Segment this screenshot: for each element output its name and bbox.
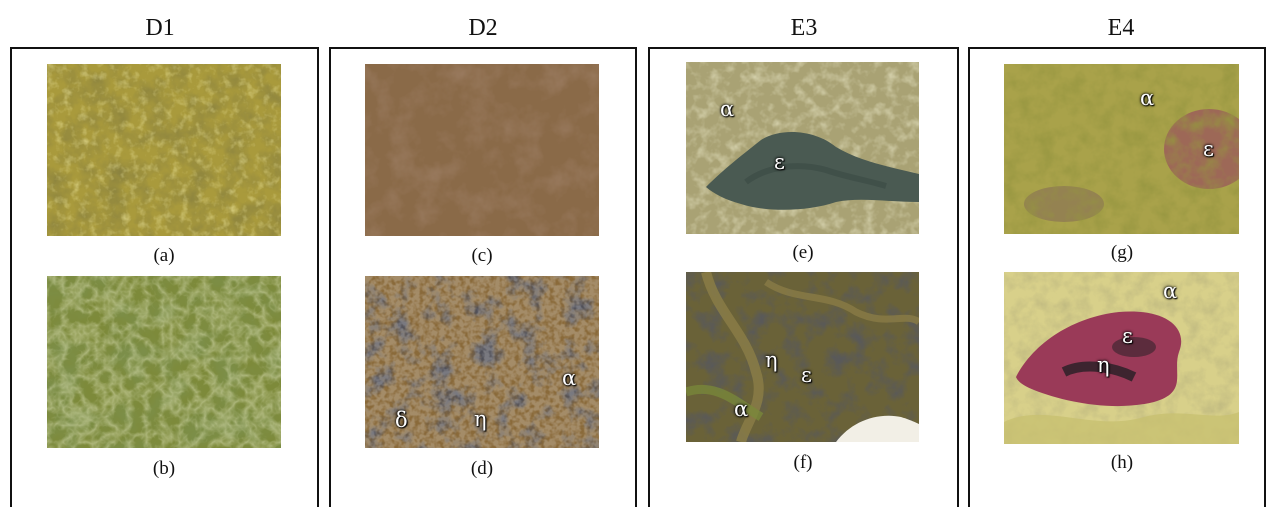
label-d-alpha: α [562, 366, 577, 390]
label-h-epsilon: ε [1122, 324, 1133, 348]
photo-e-pool [686, 62, 919, 234]
label-g-alpha: α [1140, 86, 1155, 110]
column-title-d1: D1 [145, 15, 175, 41]
photo-g-yellow-pink [1004, 64, 1239, 234]
label-f-alpha: α [734, 397, 749, 421]
photo-b-green-mat [47, 276, 281, 448]
photo-c-brown-sediment [365, 64, 599, 236]
photo-a-yellow-mat [47, 64, 281, 236]
panel-d1 [10, 47, 319, 507]
caption-b: (b) [152, 458, 176, 479]
label-h-alpha: α [1163, 279, 1178, 303]
label-h-eta: η [1097, 353, 1110, 377]
photo-h-pink-mat [1004, 272, 1239, 444]
panel-d2 [329, 47, 637, 507]
column-title-d2: D2 [468, 15, 498, 41]
photo-d-dark-mat [365, 276, 599, 448]
label-f-epsilon: ε [801, 363, 812, 387]
panel-e4 [968, 47, 1266, 507]
panel-e3 [648, 47, 959, 507]
label-e-epsilon: ε [774, 150, 785, 174]
column-title-e3: E3 [790, 15, 818, 41]
caption-h: (h) [1110, 452, 1134, 473]
caption-a: (a) [153, 245, 175, 266]
caption-e: (e) [792, 242, 814, 263]
photo-f-dark-filaments [686, 272, 919, 442]
label-d-delta: δ [395, 408, 408, 432]
column-title-e4: E4 [1107, 15, 1135, 41]
caption-c: (c) [471, 245, 493, 266]
caption-d: (d) [470, 458, 494, 479]
label-g-epsilon: ε [1203, 137, 1214, 161]
label-f-eta: η [765, 348, 778, 372]
label-d-eta: η [474, 407, 487, 431]
caption-g: (g) [1110, 242, 1134, 263]
label-e-alpha: α [720, 97, 735, 121]
caption-f: (f) [793, 452, 813, 473]
